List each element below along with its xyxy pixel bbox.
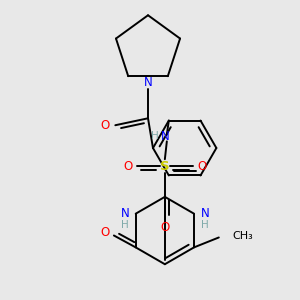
Text: H: H <box>151 131 159 141</box>
Text: N: N <box>201 207 209 220</box>
Text: O: O <box>101 119 110 132</box>
Text: N: N <box>144 76 152 89</box>
Text: H: H <box>121 220 129 230</box>
Text: O: O <box>124 160 133 172</box>
Text: N: N <box>120 207 129 220</box>
Text: H: H <box>201 220 209 230</box>
Text: O: O <box>197 160 206 172</box>
Text: N: N <box>160 130 169 143</box>
Text: S: S <box>160 160 170 172</box>
Text: O: O <box>160 221 170 234</box>
Text: O: O <box>100 226 109 239</box>
Text: CH₃: CH₃ <box>233 232 254 242</box>
